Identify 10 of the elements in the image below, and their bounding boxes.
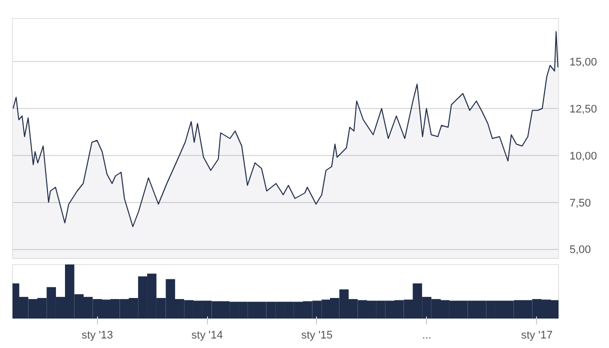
x-tick-label: sty '15 bbox=[301, 330, 333, 342]
x-tick-label: ... bbox=[422, 330, 432, 342]
x-tick-label: sty '14 bbox=[191, 330, 223, 342]
y-tick-label: 12,50 bbox=[570, 104, 598, 116]
x-tick-label: sty '13 bbox=[82, 330, 114, 342]
y-tick-label: 10,00 bbox=[570, 150, 598, 162]
x-tick-label: sty '17 bbox=[521, 330, 553, 342]
y-tick-label: 7,50 bbox=[570, 197, 591, 210]
y-tick-label: 5,00 bbox=[570, 244, 591, 256]
y-tick-label: 15,00 bbox=[570, 56, 598, 69]
